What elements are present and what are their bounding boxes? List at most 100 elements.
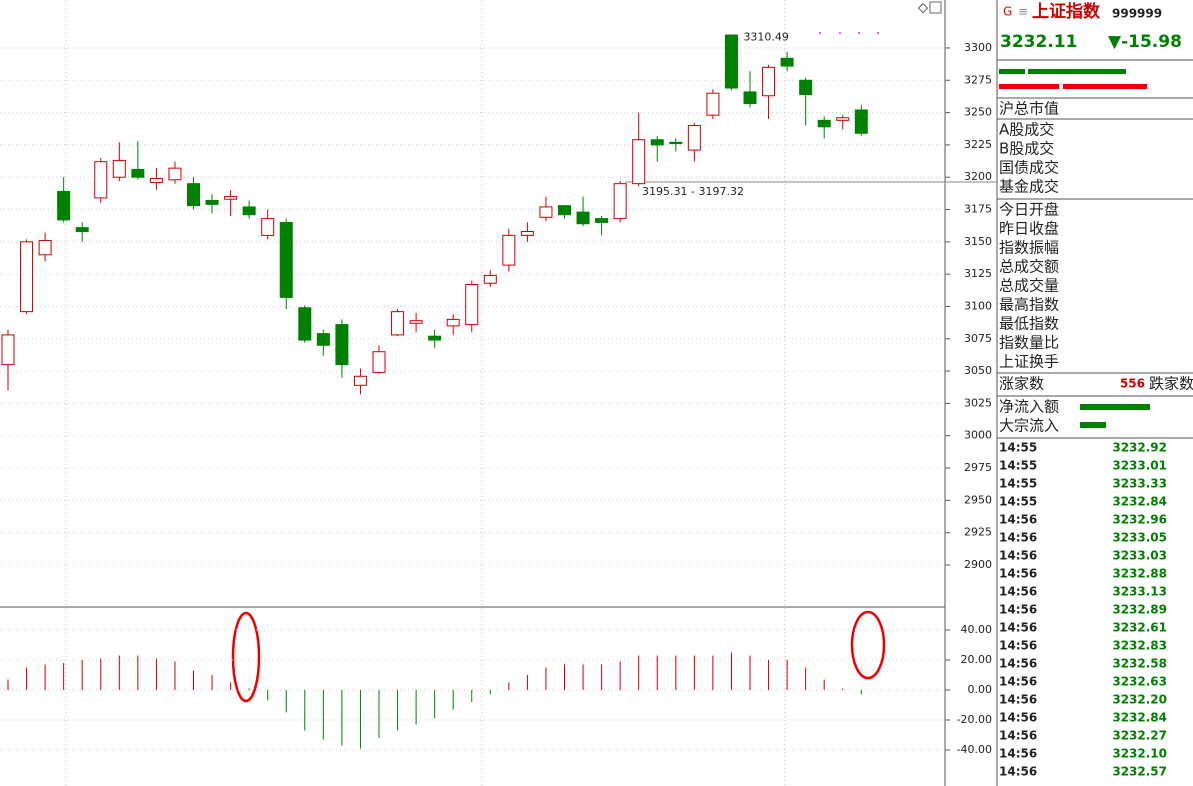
annotation: 3310.49 xyxy=(743,30,789,43)
candle-body xyxy=(799,79,813,95)
tick-time: 14:56 xyxy=(999,729,1037,743)
y-tick-label: 2900 xyxy=(964,558,992,571)
bar xyxy=(1063,84,1147,89)
y-tick-label: 3200 xyxy=(964,170,992,183)
menu-icon[interactable]: ≡ xyxy=(1018,5,1028,19)
tick-price: 3232.89 xyxy=(1112,603,1167,617)
candle-body xyxy=(558,205,571,216)
y-tick-label: 2925 xyxy=(964,526,992,539)
candle-body xyxy=(854,109,868,134)
annotation: 3195.31 - 3197.32 xyxy=(642,185,744,198)
candle-body xyxy=(762,66,776,97)
candle-body xyxy=(483,274,497,284)
layout: ◇ xyxy=(0,0,998,786)
candle-body xyxy=(372,351,386,373)
candle-body xyxy=(242,206,256,216)
tick-time: 14:56 xyxy=(999,621,1037,635)
tick-time: 14:56 xyxy=(999,603,1037,617)
y-tick-label: 3300 xyxy=(964,41,992,54)
tick-time: 14:56 xyxy=(999,585,1037,599)
tick-time: 14:55 xyxy=(999,495,1037,509)
tick-price: 3232.96 xyxy=(1112,513,1167,527)
tick-price: 3233.03 xyxy=(1112,549,1167,563)
row-label: 沪总市值 xyxy=(999,100,1059,118)
plot: 2900 2925 2950 2975 3000 3025 3050 3075 3100 3125… xyxy=(0,30,992,756)
y-tick-label: 3275 xyxy=(964,73,992,86)
bar xyxy=(999,69,1025,74)
y-tick-label: 3125 xyxy=(964,267,992,280)
scroll-button[interactable] xyxy=(929,1,942,14)
tick-price: 3232.88 xyxy=(1112,567,1167,581)
tick-time: 14:56 xyxy=(999,711,1037,725)
tick-time: 14:56 xyxy=(999,765,1037,779)
tick-price: 3232.63 xyxy=(1112,675,1167,689)
tick-price: 3233.33 xyxy=(1112,477,1167,491)
tick-time: 14:56 xyxy=(999,531,1037,545)
bar xyxy=(1080,422,1106,428)
candle-body xyxy=(261,218,275,236)
tick-price: 3232.57 xyxy=(1112,765,1167,779)
row-label: 最高指数 xyxy=(999,296,1059,314)
candle-body xyxy=(595,218,609,223)
candle-body xyxy=(650,139,664,146)
candle-body xyxy=(539,206,553,218)
y-tick-label: 0.00 xyxy=(968,683,993,696)
y-tick-label: 40.00 xyxy=(961,623,993,636)
candle-body xyxy=(187,183,200,207)
tick-price: 3233.05 xyxy=(1112,531,1167,545)
y-tick-label: 2975 xyxy=(964,461,992,474)
y-tick-label: 3075 xyxy=(964,332,992,345)
row-label: 昨日收盘 xyxy=(999,220,1059,238)
tick-time: 14:55 xyxy=(999,477,1037,491)
tick-time: 14:56 xyxy=(999,693,1037,707)
candle-body xyxy=(706,92,720,116)
highlight-ellipse xyxy=(231,611,261,703)
candle-body xyxy=(335,324,349,366)
row-label: 涨家数 xyxy=(999,375,1044,393)
candle-body xyxy=(168,167,182,181)
row-label: 国债成交 xyxy=(999,159,1059,177)
price: 3232.11 xyxy=(1000,32,1077,52)
bar xyxy=(1028,69,1126,74)
row-label: 总成交额 xyxy=(999,258,1059,276)
candle-body xyxy=(391,311,405,336)
y-tick-label: 3025 xyxy=(964,396,992,409)
tick-price: 3232.27 xyxy=(1112,729,1167,743)
candle-body xyxy=(632,139,646,185)
up-count: 556 xyxy=(1120,377,1145,391)
candle-body xyxy=(224,196,238,200)
candle-body xyxy=(576,211,590,225)
tick-time: 14:56 xyxy=(999,567,1037,581)
candle-body xyxy=(409,320,423,324)
tick-price: 3232.61 xyxy=(1112,621,1167,635)
candle-body xyxy=(428,335,442,341)
row-label: 总成交量 xyxy=(999,277,1059,295)
candle-body xyxy=(687,125,701,151)
candle-body xyxy=(353,375,367,386)
tick-time: 14:56 xyxy=(999,639,1037,653)
index-code: 999999 xyxy=(1112,7,1162,21)
y-tick-label: 2950 xyxy=(964,493,992,506)
candle-body xyxy=(817,119,831,128)
row-label: 指数量比 xyxy=(999,334,1059,352)
row-label: 大宗流入 xyxy=(999,417,1059,435)
row-label: 上证换手 xyxy=(999,353,1059,371)
icon[interactable]: ◇ xyxy=(918,1,928,16)
candle-body xyxy=(131,168,145,178)
quote-panel: G ≡ 上证指数 999999 3232.11 ▼-15.98 涨家数 556 … xyxy=(997,1,1193,779)
y-tick-label: 3225 xyxy=(964,138,992,151)
row-label: 净流入额 xyxy=(999,398,1059,416)
candle-body xyxy=(669,141,683,145)
candle-body xyxy=(465,283,479,326)
tick-time: 14:56 xyxy=(999,549,1037,563)
tick-price: 3232.58 xyxy=(1112,657,1167,671)
y-tick-label: 3175 xyxy=(964,203,992,216)
candle-body xyxy=(94,161,108,199)
candle-body xyxy=(205,199,219,205)
row-label: 最低指数 xyxy=(999,315,1059,333)
y-tick-label: -20.00 xyxy=(957,713,992,726)
tick-price: 3232.92 xyxy=(1112,441,1167,455)
tick-price: 3232.84 xyxy=(1112,495,1167,509)
tick-price: 3232.84 xyxy=(1112,711,1167,725)
y-tick-label: -40.00 xyxy=(957,743,992,756)
